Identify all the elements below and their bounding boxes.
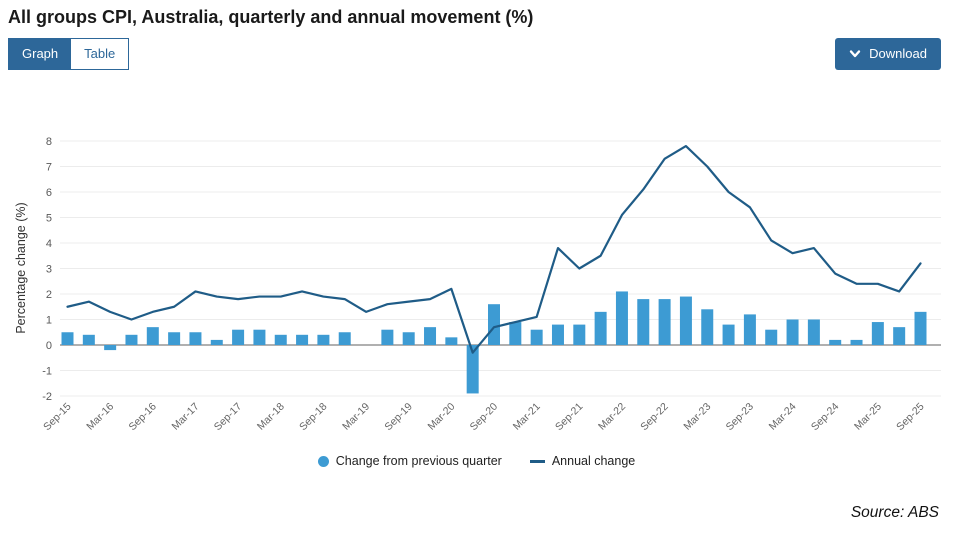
x-axis-tick-label: Sep-22 bbox=[638, 401, 671, 434]
quarterly-change-bar[interactable] bbox=[594, 311, 607, 345]
quarterly-change-bar[interactable] bbox=[381, 329, 394, 345]
y-axis-tick-label: 7 bbox=[46, 162, 52, 174]
quarterly-change-bar[interactable] bbox=[82, 334, 95, 345]
quarterly-change-bar[interactable] bbox=[530, 329, 543, 345]
chart-legend: Change from previous quarter Annual chan… bbox=[0, 450, 953, 472]
chevron-down-icon bbox=[849, 48, 861, 60]
quarterly-change-bar[interactable] bbox=[253, 329, 266, 345]
quarterly-change-bar[interactable] bbox=[424, 327, 437, 345]
legend-item-annual-change[interactable]: Annual change bbox=[529, 454, 636, 468]
y-axis-tick-label: 3 bbox=[46, 264, 52, 276]
download-label: Download bbox=[869, 46, 927, 61]
quarterly-change-bar[interactable] bbox=[701, 309, 714, 345]
y-axis-tick-label: 0 bbox=[46, 340, 52, 352]
quarterly-change-bar[interactable] bbox=[573, 324, 586, 345]
source-note: Source: ABS bbox=[850, 504, 939, 521]
quarterly-change-bar[interactable] bbox=[317, 334, 330, 345]
x-axis-tick-label: Mar-24 bbox=[767, 401, 799, 433]
x-axis-tick-label: Mar-16 bbox=[84, 401, 116, 433]
quarterly-change-bar[interactable] bbox=[807, 319, 820, 346]
x-axis-tick-label: Sep-18 bbox=[297, 401, 330, 434]
tab-graph[interactable]: Graph bbox=[9, 39, 72, 69]
y-axis-title: Percentage change (%) bbox=[14, 202, 28, 333]
quarterly-change-bar[interactable] bbox=[402, 332, 415, 345]
y-axis-tick-label: 5 bbox=[46, 213, 52, 225]
quarterly-change-bar[interactable] bbox=[615, 291, 628, 345]
quarterly-change-bar[interactable] bbox=[658, 299, 671, 345]
x-axis-tick-label: Mar-23 bbox=[681, 401, 713, 433]
x-axis-tick-label: Mar-20 bbox=[425, 401, 457, 433]
legend-label-annual: Annual change bbox=[551, 454, 636, 468]
annual-change-line[interactable] bbox=[66, 145, 922, 354]
quarterly-change-bar[interactable] bbox=[466, 345, 479, 394]
quarterly-change-bar[interactable] bbox=[146, 327, 159, 345]
quarterly-change-bar[interactable] bbox=[338, 332, 351, 345]
x-axis-tick-label: Sep-21 bbox=[553, 401, 586, 434]
quarterly-change-bar[interactable] bbox=[850, 339, 863, 345]
x-axis-tick-label: Sep-23 bbox=[724, 401, 757, 434]
legend-circle-marker-icon bbox=[317, 455, 329, 467]
quarterly-change-bar[interactable] bbox=[893, 327, 906, 345]
quarterly-change-bar[interactable] bbox=[551, 324, 564, 345]
y-axis-tick-label: 6 bbox=[46, 187, 52, 199]
quarterly-change-bar[interactable] bbox=[125, 334, 138, 345]
x-axis-tick-label: Sep-16 bbox=[126, 401, 159, 434]
x-axis-tick-label: Mar-18 bbox=[255, 401, 287, 433]
quarterly-change-bar[interactable] bbox=[445, 337, 458, 345]
quarterly-change-bar[interactable] bbox=[61, 332, 74, 345]
quarterly-change-bar[interactable] bbox=[104, 345, 117, 351]
quarterly-change-bar[interactable] bbox=[743, 314, 756, 345]
x-axis-tick-label: Mar-17 bbox=[170, 401, 202, 433]
y-axis-tick-label: 8 bbox=[46, 136, 52, 148]
y-axis-tick-label: 2 bbox=[46, 289, 52, 301]
quarterly-change-bar[interactable] bbox=[274, 334, 287, 345]
quarterly-change-bar[interactable] bbox=[168, 332, 181, 345]
view-toggle: Graph Table bbox=[8, 38, 130, 70]
y-axis-tick-label: 1 bbox=[46, 315, 52, 327]
y-axis-tick-label: 4 bbox=[46, 238, 52, 250]
x-axis-tick-label: Mar-22 bbox=[596, 401, 628, 433]
quarterly-change-bar[interactable] bbox=[871, 322, 884, 345]
page-title: All groups CPI, Australia, quarterly and… bbox=[8, 7, 534, 27]
legend-item-quarterly-change[interactable]: Change from previous quarter bbox=[317, 454, 502, 468]
quarterly-change-bar[interactable] bbox=[296, 334, 309, 345]
tab-table[interactable]: Table bbox=[71, 39, 129, 69]
quarterly-change-bar[interactable] bbox=[488, 304, 500, 345]
quarterly-change-bar[interactable] bbox=[765, 329, 778, 345]
x-axis-tick-label: Mar-25 bbox=[852, 401, 884, 433]
quarterly-change-bar[interactable] bbox=[509, 322, 522, 345]
toolbar: Graph Table Download bbox=[8, 38, 941, 70]
quarterly-change-bar[interactable] bbox=[232, 329, 245, 345]
legend-label-quarterly: Change from previous quarter bbox=[335, 454, 502, 468]
legend-line-marker-icon bbox=[529, 459, 545, 463]
download-button[interactable]: Download bbox=[835, 38, 941, 70]
quarterly-change-bar[interactable] bbox=[722, 324, 735, 345]
x-axis-tick-label: Sep-20 bbox=[468, 401, 501, 434]
cpi-combo-chart: 8 7 6 5 4 3 2 1 0 -1 -2 Percentage change (%) Sep-15… bbox=[14, 136, 941, 434]
x-axis-tick-label: Sep-25 bbox=[894, 401, 927, 434]
chart-area: 8 7 6 5 4 3 2 1 0 -1 -2 Percentage change (%) Sep-15… bbox=[0, 116, 953, 446]
x-axis-tick-label: Mar-19 bbox=[340, 401, 372, 433]
x-axis-tick-label: Mar-21 bbox=[511, 401, 543, 433]
quarterly-change-bar[interactable] bbox=[679, 296, 692, 345]
x-axis-tick-label: Sep-17 bbox=[212, 401, 245, 434]
quarterly-change-bar[interactable] bbox=[637, 299, 650, 345]
quarterly-change-bar[interactable] bbox=[829, 339, 842, 345]
quarterly-change-bar[interactable] bbox=[786, 319, 799, 346]
quarterly-change-bar[interactable] bbox=[914, 311, 927, 345]
x-axis-tick-label: Sep-24 bbox=[809, 401, 842, 434]
x-axis-tick-label: Sep-15 bbox=[41, 401, 74, 434]
y-axis-tick-label: -1 bbox=[42, 366, 52, 378]
quarterly-change-bar[interactable] bbox=[189, 332, 202, 345]
y-axis-tick-label: -2 bbox=[42, 391, 52, 403]
x-axis-tick-label: Sep-19 bbox=[382, 401, 415, 434]
quarterly-change-bar[interactable] bbox=[210, 339, 223, 345]
